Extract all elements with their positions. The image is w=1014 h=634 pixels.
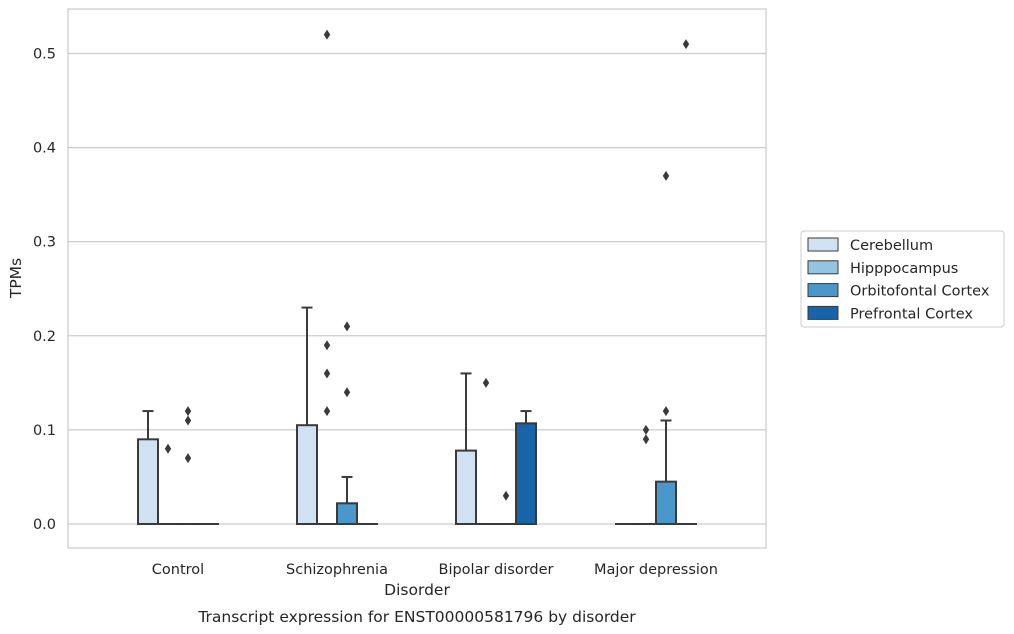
box [515, 422, 537, 525]
outlier-point [184, 453, 192, 464]
y-tick-label: 0.2 [33, 329, 56, 345]
outlier-point [662, 170, 670, 181]
legend-swatch [807, 283, 839, 298]
outlier-point [323, 368, 331, 379]
outlier-point [323, 29, 331, 40]
outlier-point [502, 490, 510, 501]
x-tick-label: Major depression [594, 562, 718, 578]
box [455, 449, 477, 525]
x-tick-label: Control [152, 562, 204, 578]
y-tick-label: 0.4 [33, 141, 56, 157]
y-tick-label: 0.1 [33, 423, 56, 439]
box-plot-marks [137, 29, 697, 526]
y-axis-ticks: 0.0 0.1 0.2 0.3 0.4 0.5 [33, 47, 56, 534]
legend-swatch [807, 305, 839, 320]
legend-swatch [807, 237, 839, 252]
grid-lines [68, 52, 766, 525]
legend: Cerebellum Hipppocampus Orbitofontal Corte… [800, 230, 1005, 328]
outlier-point [323, 406, 331, 417]
box [336, 502, 358, 526]
box [137, 438, 159, 525]
legend-label: Hipppocampus [850, 261, 958, 277]
y-tick-label: 0.3 [33, 235, 56, 251]
series-hipppocampus [157, 29, 657, 526]
outlier-point [323, 340, 331, 351]
legend-label: Prefrontal Cortex [850, 306, 973, 322]
outlier-point [343, 387, 351, 398]
outlier-point [164, 443, 172, 454]
y-axis-label: TPMs [7, 258, 25, 299]
outlier-point [662, 406, 670, 417]
x-tick-label: Bipolar disorder [439, 562, 554, 578]
x-tick-label: Schizophrenia [286, 562, 388, 578]
outlier-point [682, 39, 690, 50]
legend-label: Orbitofontal Cortex [850, 284, 990, 300]
x-axis-label: Disorder [384, 581, 450, 599]
outlier-point [642, 434, 650, 445]
outlier-point [184, 415, 192, 426]
x-axis-ticks: Control Schizophrenia Bipolar disorder Majo… [152, 562, 718, 578]
y-tick-label: 0.0 [33, 517, 56, 533]
chart-caption: Transcript expression for ENST0000058179… [197, 608, 636, 626]
series-cerebellum [137, 306, 637, 526]
legend-swatch [807, 260, 839, 275]
series-orbitofontal-cortex [177, 170, 677, 526]
box [655, 480, 677, 525]
outlier-point [642, 424, 650, 435]
outlier-point [184, 406, 192, 417]
outlier-point [482, 377, 490, 388]
y-tick-label: 0.5 [33, 47, 56, 63]
legend-label: Cerebellum [850, 238, 933, 254]
plot-frame [67, 8, 767, 549]
legend-frame [800, 230, 1005, 328]
series-prefrontal-cortex [197, 39, 697, 526]
outlier-point [343, 321, 351, 332]
box [296, 424, 318, 526]
